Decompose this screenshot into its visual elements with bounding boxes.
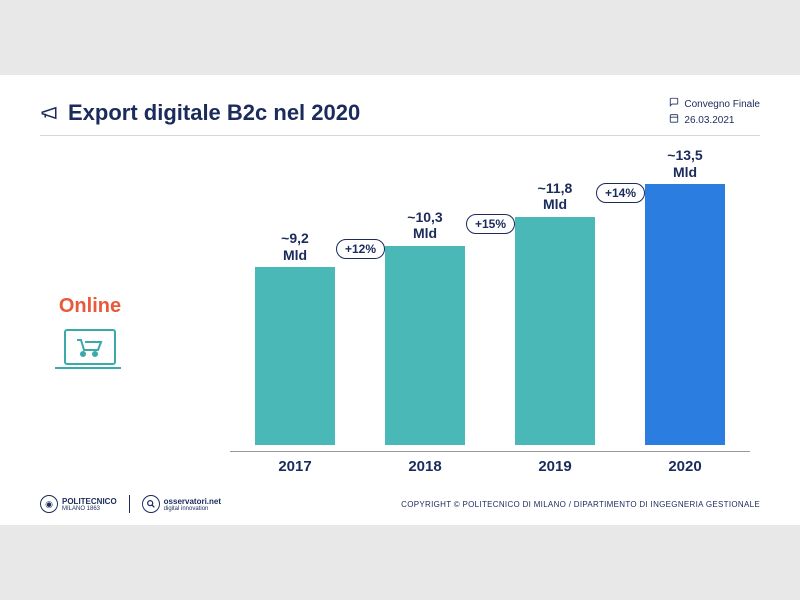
- meta-event-row: Convegno Finale: [669, 97, 760, 113]
- calendar-icon: [669, 113, 679, 129]
- x-tick: 2019: [490, 452, 620, 475]
- bar-value-label: ~13,5Mld: [667, 147, 702, 181]
- growth-pill: +15%: [466, 214, 515, 234]
- header: Export digitale B2c nel 2020: [40, 100, 760, 126]
- online-label: Online: [55, 295, 125, 318]
- growth-pill: +12%: [336, 239, 385, 259]
- logo1-sub: MILANO 1863: [62, 506, 117, 512]
- meta-date: 26.03.2021: [684, 113, 734, 129]
- chat-icon: [669, 97, 679, 113]
- bar: [385, 246, 465, 445]
- meta-event: Convegno Finale: [684, 97, 760, 113]
- bar-value-label: ~11,8Mld: [538, 180, 573, 214]
- bar-group: ~9,2Mld: [230, 230, 360, 445]
- bar-value-label: ~9,2Mld: [281, 230, 309, 264]
- bar-chart: ~9,2Mld~10,3Mld~11,8Mld~13,5Mld+12%+15%+…: [230, 165, 750, 475]
- bar: [645, 184, 725, 445]
- search-icon: [142, 495, 160, 513]
- megaphone-icon: [40, 104, 58, 122]
- logo-politecnico: ◉ POLITECNICO MILANO 1863: [40, 495, 117, 513]
- side-label: Online: [55, 295, 125, 381]
- page-title: Export digitale B2c nel 2020: [68, 100, 360, 126]
- logo1-name: POLITECNICO: [62, 497, 117, 506]
- meta-date-row: 26.03.2021: [669, 113, 760, 129]
- x-tick: 2018: [360, 452, 490, 475]
- logo2-name: osservatori.net: [164, 497, 221, 506]
- x-axis: 2017201820192020: [230, 451, 750, 475]
- copyright-text: COPYRIGHT © POLITECNICO DI MILANO / DIPA…: [401, 500, 760, 509]
- x-tick: 2020: [620, 452, 750, 475]
- bars-container: ~9,2Mld~10,3Mld~11,8Mld~13,5Mld+12%+15%+…: [230, 165, 750, 445]
- x-tick: 2017: [230, 452, 360, 475]
- footer-logos: ◉ POLITECNICO MILANO 1863 osservatori.ne…: [40, 495, 221, 513]
- laptop-cart-icon: [55, 326, 125, 381]
- footer: ◉ POLITECNICO MILANO 1863 osservatori.ne…: [40, 495, 760, 513]
- bar: [515, 217, 595, 445]
- header-divider: [40, 135, 760, 136]
- title-row: Export digitale B2c nel 2020: [40, 100, 760, 126]
- logo-osservatori: osservatori.net digital innovation: [142, 495, 221, 513]
- shield-icon: ◉: [40, 495, 58, 513]
- logo-separator: [129, 495, 130, 513]
- bar-value-label: ~10,3Mld: [407, 209, 442, 243]
- logo2-sub: digital innovation: [164, 506, 221, 512]
- bar: [255, 267, 335, 445]
- growth-pill: +14%: [596, 183, 645, 203]
- slide: Export digitale B2c nel 2020 Convegno Fi…: [0, 75, 800, 525]
- header-meta: Convegno Finale 26.03.2021: [669, 97, 760, 129]
